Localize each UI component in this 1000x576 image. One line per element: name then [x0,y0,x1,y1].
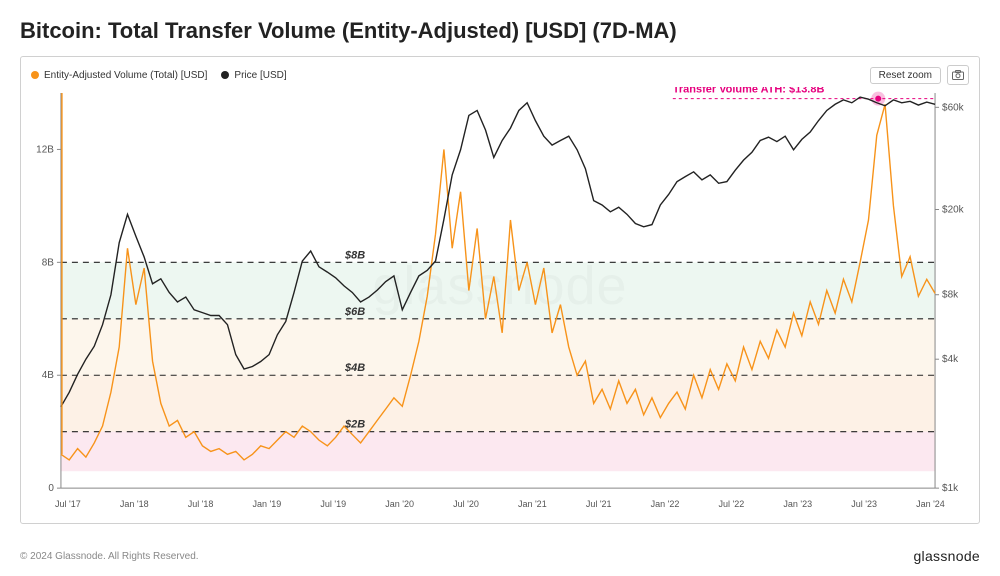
svg-text:$4k: $4k [942,354,958,365]
x-tick-label: Jan '24 [916,499,945,509]
svg-text:$8k: $8k [942,290,958,301]
svg-text:8B: 8B [42,257,55,268]
x-tick-label: Jan '20 [385,499,414,509]
legend-dot-volume [31,71,39,79]
x-tick-label: Jan '22 [651,499,680,509]
chart-container: Entity-Adjusted Volume (Total) [USD] Pri… [20,56,980,524]
svg-text:$6B: $6B [344,306,365,318]
x-tick-label: Jan '23 [783,499,812,509]
brand-logo: glassnode [913,548,980,564]
x-tick-label: Jul '22 [719,499,745,509]
svg-text:$60k: $60k [942,102,964,113]
legend-dot-price [221,71,229,79]
copyright-text: © 2024 Glassnode. All Rights Reserved. [20,551,199,562]
x-tick-label: Jul '23 [851,499,877,509]
x-tick-label: Jan '21 [518,499,547,509]
camera-icon[interactable] [947,65,969,85]
svg-text:4B: 4B [42,370,55,381]
x-tick-label: Jul '19 [320,499,346,509]
legend-label-volume: Entity-Adjusted Volume (Total) [USD] [44,70,207,81]
x-tick-label: Jul '18 [188,499,214,509]
svg-text:$20k: $20k [942,204,964,215]
svg-text:12B: 12B [36,144,54,155]
x-tick-label: Jan '18 [120,499,149,509]
svg-text:$4B: $4B [344,362,365,374]
x-tick-label: Jul '17 [55,499,81,509]
svg-text:0: 0 [48,483,54,494]
x-tick-label: Jul '21 [586,499,612,509]
chart-plot: glassnode $2B$4B$6B$8B04B8B12B$1k$4k$8k$… [31,87,969,495]
page-title: Bitcoin: Total Transfer Volume (Entity-A… [20,18,980,44]
x-axis: Jul '17 Jan '18 Jul '18 Jan '19 Jul '19 Jan '… [31,495,969,509]
reset-zoom-button[interactable]: Reset zoom [870,67,941,84]
legend: Entity-Adjusted Volume (Total) [USD] Pri… [31,70,287,81]
svg-text:Transfer Volume ATH: $13.8B: Transfer Volume ATH: $13.8B [673,87,825,96]
x-tick-label: Jan '19 [253,499,282,509]
legend-item-price: Price [USD] [221,70,286,81]
svg-text:$1k: $1k [942,483,958,494]
legend-label-price: Price [USD] [234,70,286,81]
legend-item-volume: Entity-Adjusted Volume (Total) [USD] [31,70,207,81]
x-tick-label: Jul '20 [453,499,479,509]
svg-text:$8B: $8B [344,249,365,261]
